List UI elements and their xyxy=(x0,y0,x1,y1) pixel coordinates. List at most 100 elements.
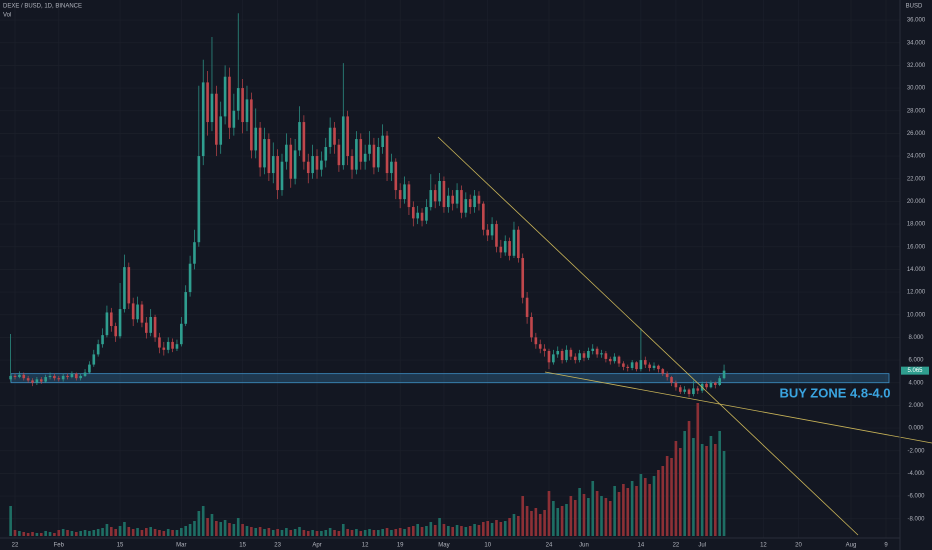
y-tick-label: 16.000 xyxy=(907,244,926,250)
volume-bar xyxy=(442,524,446,536)
candle-body xyxy=(171,341,174,349)
candle-body xyxy=(223,76,227,117)
x-tick-label: Apr xyxy=(312,543,321,549)
volume-bar xyxy=(250,527,253,536)
volume-bar xyxy=(88,531,91,536)
volume-bar xyxy=(171,530,174,536)
candle-body xyxy=(140,304,144,323)
candle-body xyxy=(57,378,61,380)
volume-bar xyxy=(626,488,630,536)
volume-bar xyxy=(363,530,367,536)
volume-bar xyxy=(57,530,61,536)
volume-label: Vol xyxy=(3,13,11,19)
volume-bar xyxy=(232,524,236,536)
y-tick-label: 6.000 xyxy=(908,358,924,364)
candle-body xyxy=(96,344,100,355)
candle-body xyxy=(131,303,135,320)
volume-bar xyxy=(92,530,96,536)
volume-bar xyxy=(197,511,201,536)
volume-bar xyxy=(215,521,218,536)
volume-bar xyxy=(158,530,161,536)
candle-body xyxy=(363,153,367,162)
y-tick-label: 36.000 xyxy=(907,18,926,24)
y-tick-label: 26.000 xyxy=(907,131,926,137)
volume-bar xyxy=(219,522,223,536)
x-tick-label: Jun xyxy=(579,543,589,549)
volume-bar xyxy=(298,527,301,536)
candle-body xyxy=(560,350,564,361)
volume-bar xyxy=(320,531,323,536)
candle-body xyxy=(31,380,34,383)
volume-bar xyxy=(460,526,463,536)
candle-body xyxy=(416,212,419,219)
volume-bar xyxy=(394,529,398,536)
y-tick-label: 34.000 xyxy=(907,40,926,46)
x-tick-label: 12 xyxy=(760,543,767,549)
candle-body xyxy=(315,156,319,170)
volume-bar xyxy=(376,530,380,536)
volume-bar xyxy=(604,498,608,536)
volume-bar xyxy=(591,481,595,536)
volume-bar xyxy=(118,526,122,536)
y-tick-label: -6.000 xyxy=(907,494,925,500)
candle-body xyxy=(324,146,328,161)
volume-bar xyxy=(390,530,393,536)
volume-bar xyxy=(713,444,717,536)
volume-bar xyxy=(525,506,529,536)
volume-bar xyxy=(31,532,34,536)
candle-body xyxy=(381,135,384,147)
candle-body xyxy=(210,93,214,123)
y-tick-label: 32.000 xyxy=(907,63,926,69)
candle-body xyxy=(149,316,153,333)
candle-body xyxy=(604,353,608,359)
volume-bar xyxy=(416,524,419,536)
volume-bar xyxy=(635,486,638,536)
volume-bar xyxy=(482,522,485,536)
candle-body xyxy=(525,297,529,317)
volume-bar xyxy=(35,533,39,536)
y-tick-label: 22.000 xyxy=(907,176,926,182)
volume-bar xyxy=(486,521,490,536)
candle-body xyxy=(565,349,568,361)
volume-bar xyxy=(643,478,647,536)
candle-body xyxy=(92,354,96,365)
candle-body xyxy=(39,379,43,382)
candle-body xyxy=(74,373,78,379)
candle-body xyxy=(648,364,651,368)
candle-body xyxy=(407,184,411,208)
candle-body xyxy=(468,199,472,208)
volume-bar xyxy=(66,530,69,536)
last-price-label: 5.065 xyxy=(907,368,923,374)
candle-body xyxy=(635,362,638,370)
volume-bar xyxy=(175,530,179,536)
candle-body xyxy=(13,375,17,378)
volume-bar xyxy=(61,529,65,536)
volume-bar xyxy=(683,431,686,536)
volume-bar xyxy=(70,531,74,536)
candle-body xyxy=(398,190,402,200)
volume-bar xyxy=(109,527,113,536)
candle-body xyxy=(433,190,437,202)
volume-bar xyxy=(530,511,533,536)
volume-bar xyxy=(210,514,214,536)
candle-body xyxy=(617,356,621,364)
volume-bar xyxy=(674,441,678,536)
candle-body xyxy=(83,372,87,376)
volume-bar xyxy=(153,529,157,536)
volume-bar xyxy=(578,488,581,536)
candle-body xyxy=(289,144,293,179)
candle-body xyxy=(477,195,481,204)
volume-bar xyxy=(639,474,643,536)
candle-body xyxy=(696,388,700,391)
volume-bar xyxy=(622,484,625,536)
volume-bar xyxy=(490,523,494,536)
candle-body xyxy=(193,242,196,264)
volume-bar xyxy=(39,533,43,536)
volume-bar xyxy=(114,529,117,536)
trend-line xyxy=(544,371,932,444)
volume-bar xyxy=(543,510,546,536)
volume-bar xyxy=(140,530,144,536)
candle-body xyxy=(66,375,69,378)
